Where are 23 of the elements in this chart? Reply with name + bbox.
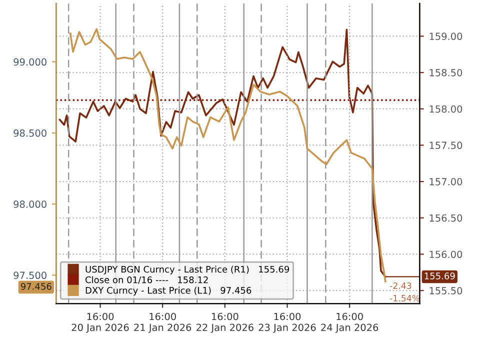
x-tick-label: 16:00 22 Jan 2026	[196, 312, 254, 333]
y2-tick-label: 158.50	[430, 69, 462, 76]
y2-tick-label: 156.00	[430, 250, 462, 258]
text: 97.456	[20, 282, 52, 290]
x-tick-label: 16:00 21 Jan 2026	[134, 312, 192, 333]
data-label: 155.69	[424, 272, 455, 280]
x-tick-label: 16:00 20 Jan 2026	[72, 312, 129, 333]
y2-tick-label: 155.50	[430, 287, 462, 294]
x-tick-label: 16:00 24 Jan 2026	[321, 312, 378, 333]
y2-tick-label: 158.00	[430, 105, 462, 113]
y-tick-label: 99.000	[14, 58, 46, 66]
annotation: -2.43	[390, 282, 412, 289]
y-tick-label: 98.500	[14, 129, 46, 137]
y-tick-label: 97.500	[14, 272, 46, 280]
y2-tick-label: 159.00	[430, 32, 462, 40]
y2-tick-label: 157.50	[430, 142, 462, 150]
legend-label: DXY Curncy - Last Price (L1) 97.456	[86, 286, 252, 296]
y-tick-label: 98.000	[14, 200, 46, 208]
y2-tick-label: 156.50	[430, 214, 462, 222]
x-tick-label: 16:00 23 Jan 2026	[258, 312, 316, 333]
y2-tick-label: 157.00	[430, 178, 462, 186]
legend-label: Close on 01/16 ---- 158.12	[86, 276, 208, 284]
legend-label: USDJPY BGN Curncy - Last Price (R1) 155.69	[86, 266, 290, 274]
